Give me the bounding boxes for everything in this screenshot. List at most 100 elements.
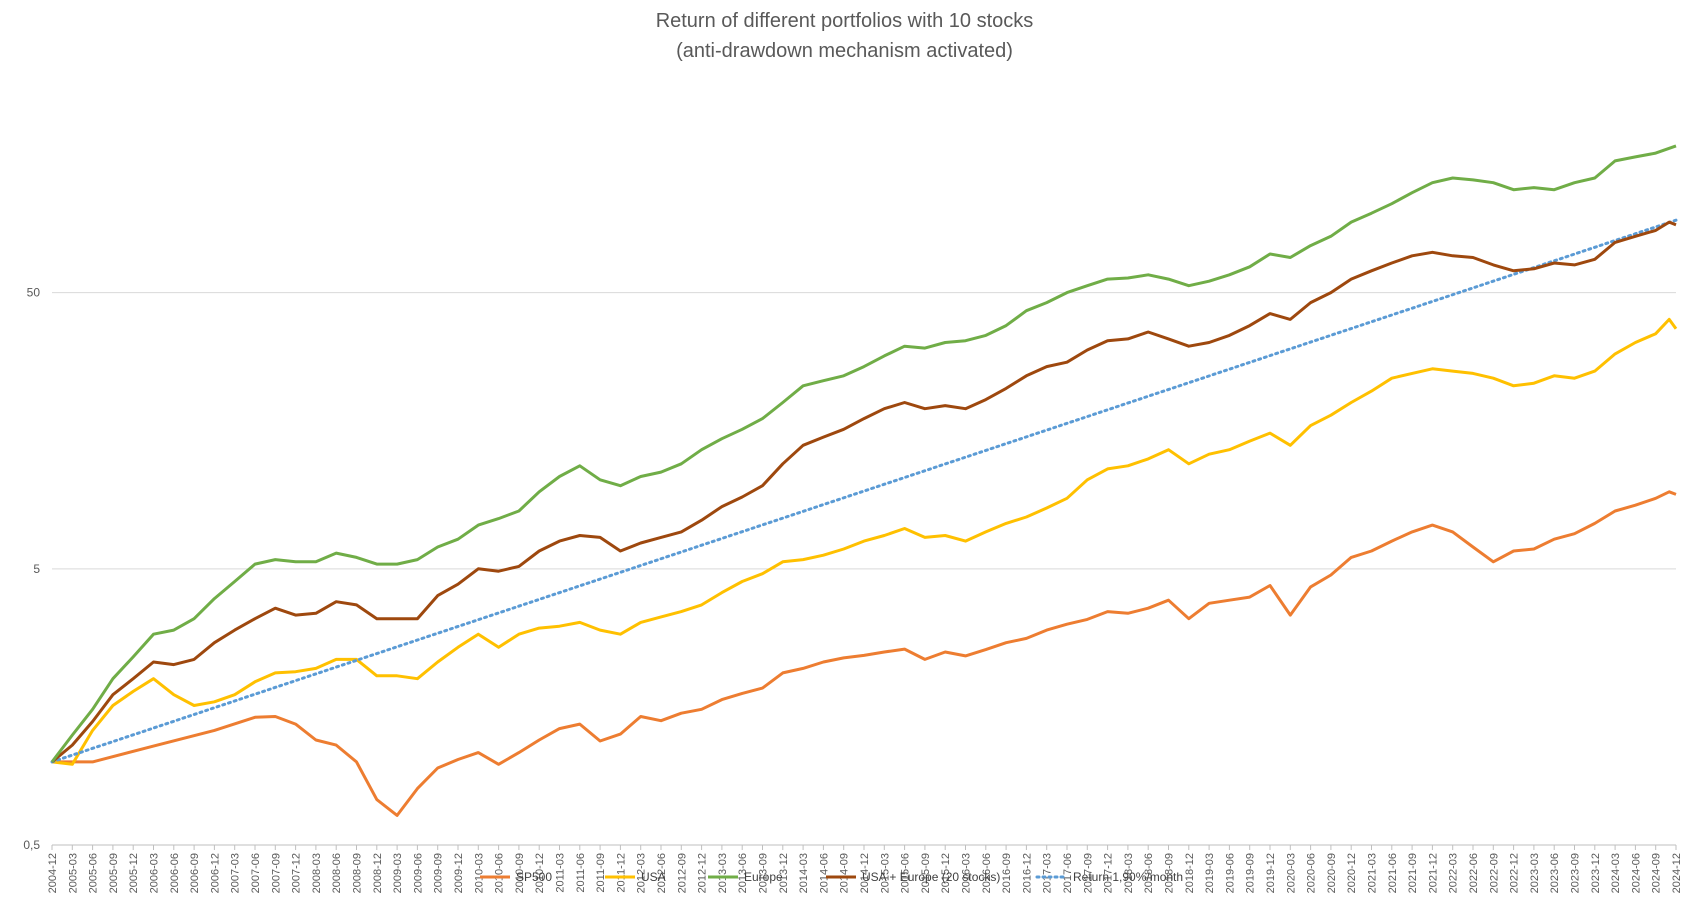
x-tick-label: 2020-09 (1326, 853, 1338, 893)
x-tick-label: 2005-09 (108, 853, 120, 893)
x-tick-label: 2007-09 (270, 853, 282, 893)
x-tick-label: 2011-06 (575, 853, 587, 893)
series-lines (50, 144, 1678, 817)
x-tick-label: 2011-09 (595, 853, 607, 893)
x-tick-label: 2015-09 (920, 853, 932, 893)
x-tick-label: 2004-12 (47, 853, 59, 893)
x-tick-label: 2007-06 (250, 853, 262, 893)
x-tick-label: 2008-06 (331, 853, 343, 893)
x-tick-label: 2005-03 (67, 853, 79, 893)
x-tick-label: 2021-06 (1387, 853, 1399, 893)
x-tick-label: 2013-06 (737, 853, 749, 893)
x-tick-label: 2017-09 (1082, 853, 1094, 893)
x-tick-label: 2018-12 (1184, 853, 1196, 893)
series-line-4 (50, 218, 1678, 764)
x-tick-label: 2013-03 (717, 853, 729, 893)
x-tick-label: 2014-06 (818, 853, 830, 893)
x-tick-label: 2010-12 (534, 853, 546, 893)
legend-label-4: Return 1,90%/month (1073, 870, 1183, 884)
x-tick-label: 2015-12 (940, 853, 952, 893)
x-tick-label: 2022-09 (1488, 853, 1500, 893)
x-tick-label: 2024-09 (1651, 853, 1663, 893)
y-tick-label: 5 (33, 562, 40, 576)
x-tick-label: 2015-03 (879, 853, 891, 893)
x-tick-label: 2023-12 (1590, 853, 1602, 893)
x-tick-label: 2009-09 (433, 853, 445, 893)
x-tick-label: 2007-03 (230, 853, 242, 893)
x-tick-label: 2006-06 (169, 853, 181, 893)
x-tick-label: 2017-03 (1042, 853, 1054, 893)
x-tick-label: 2010-09 (514, 853, 526, 893)
x-tick-label: 2016-12 (1021, 853, 1033, 893)
x-tick-label: 2016-03 (961, 853, 973, 893)
x-tick-label: 2018-03 (1123, 853, 1135, 893)
y-tick-label: 0,5 (23, 838, 40, 852)
x-tick-label: 2019-03 (1204, 853, 1216, 893)
x-axis: 2004-12 2005-03 2005-06 2005-09 2005-12 2006-… (47, 844, 1683, 893)
x-tick-label: 2014-09 (839, 853, 851, 893)
x-tick-label: 2007-12 (291, 853, 303, 893)
series-line-2 (50, 144, 1677, 763)
x-tick-label: 2006-09 (189, 853, 201, 893)
x-tick-label: 2012-06 (656, 853, 668, 893)
x-tick-label: 2011-03 (555, 853, 567, 893)
x-tick-label: 2023-09 (1570, 853, 1582, 893)
x-tick-label: 2014-03 (798, 853, 810, 893)
x-tick-label: 2020-06 (1306, 853, 1318, 893)
legend: SP500 USA Europe USA + Europe (20 stocks) Re… (480, 870, 1183, 884)
x-tick-label: 2023-03 (1529, 853, 1541, 893)
series-line-1 (51, 317, 1678, 766)
x-tick-label: 2021-09 (1407, 853, 1419, 893)
x-tick-label: 2017-12 (1103, 853, 1115, 893)
x-tick-label: 2006-03 (149, 853, 161, 893)
x-tick-label: 2022-03 (1448, 853, 1460, 893)
legend-label-3: USA + Europe (20 stocks) (862, 870, 1000, 884)
x-tick-label: 2019-09 (1245, 853, 1257, 893)
x-tick-label: 2018-09 (1164, 853, 1176, 893)
x-tick-label: 2017-06 (1062, 853, 1074, 893)
chart-title: Return of different portfolios with 10 s… (655, 10, 1034, 32)
legend-label-0: SP500 (516, 870, 552, 884)
x-tick-label: 2024-03 (1610, 853, 1622, 893)
x-tick-label: 2012-03 (636, 853, 648, 893)
chart-subtitle: (anti-drawdown mechanism activated) (676, 40, 1013, 62)
x-tick-label: 2024-12 (1671, 853, 1683, 893)
x-tick-label: 2005-12 (128, 853, 140, 893)
x-tick-label: 2021-03 (1367, 853, 1379, 893)
x-tick-label: 2016-09 (1001, 853, 1013, 893)
gridlines (52, 292, 1676, 570)
x-tick-label: 2008-12 (372, 853, 384, 893)
x-tick-label: 2023-06 (1549, 853, 1561, 893)
x-tick-label: 2012-12 (697, 853, 709, 893)
x-tick-label: 2010-03 (473, 853, 485, 893)
x-tick-label: 2020-03 (1285, 853, 1297, 893)
x-tick-label: 2013-12 (778, 853, 790, 893)
x-tick-label: 2012-09 (676, 853, 688, 893)
x-tick-label: 2021-12 (1427, 853, 1439, 893)
x-tick-label: 2013-09 (758, 853, 770, 893)
x-tick-label: 2005-06 (88, 853, 100, 893)
x-tick-label: 2009-06 (412, 853, 424, 893)
x-tick-label: 2020-12 (1346, 853, 1358, 893)
series-line-0 (52, 490, 1677, 817)
x-tick-label: 2008-09 (352, 853, 364, 893)
x-tick-label: 2009-12 (453, 853, 465, 893)
x-tick-label: 2022-12 (1509, 853, 1521, 893)
x-tick-label: 2015-06 (900, 853, 912, 893)
x-tick-label: 2011-12 (615, 853, 627, 893)
x-tick-label: 2018-06 (1143, 853, 1155, 893)
x-tick-label: 2010-06 (494, 853, 506, 893)
y-tick-label: 50 (27, 286, 41, 300)
x-tick-label: 2019-12 (1265, 853, 1277, 893)
series-line-3 (51, 220, 1677, 764)
y-axis-ticks: 0,5 5 50 (23, 286, 40, 852)
x-tick-label: 2024-06 (1630, 853, 1642, 893)
legend-label-2: Europe (744, 870, 783, 884)
x-tick-label: 2009-03 (392, 853, 404, 893)
x-tick-label: 2006-12 (209, 853, 221, 893)
x-tick-label: 2008-03 (311, 853, 323, 893)
x-tick-label: 2022-06 (1468, 853, 1480, 893)
x-tick-label: 2016-06 (981, 853, 993, 893)
